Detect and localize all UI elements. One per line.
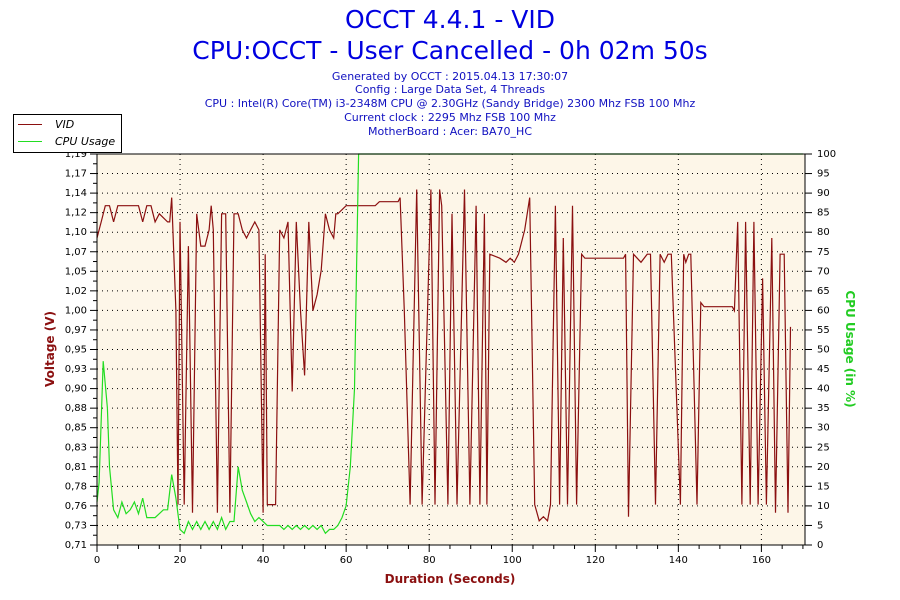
grid [97,154,805,545]
y-tick-label: 1,19 [65,149,87,160]
y2-tick-label: 0 [817,540,823,551]
y-tick-label: 0,85 [65,423,87,434]
x-tick-label: 100 [503,555,522,566]
legend: VID CPU Usage [13,114,122,153]
y2-tick-label: 10 [817,501,830,512]
y2-tick-label: 30 [817,423,830,434]
y-tick-label: 0,78 [65,481,87,492]
x-tick-label: 160 [752,555,771,566]
x-tick-label: 120 [586,555,605,566]
legend-label-vid: VID [55,117,75,131]
y-tick-label: 0,95 [65,345,87,356]
y-tick-label: 1,12 [65,208,87,219]
plot-area [97,154,805,545]
x-tick-label: 80 [423,555,436,566]
clock-info: Current clock : 2295 Mhz FSB 100 Mhz [344,111,556,124]
y2-tick-label: 60 [817,305,830,316]
x-tick-label: 20 [174,555,187,566]
y2-tick-label: 20 [817,462,830,473]
series-cpu-usage-line [96,153,803,535]
y2-axis-label: CPU Usage (in %) [843,290,857,407]
y-tick-label: 0,73 [65,520,87,531]
y2-tick-label: 35 [817,403,830,414]
y-tick-label: 1,05 [65,266,87,277]
y2-tick-label: 70 [817,266,830,277]
config-info: Config : Large Data Set, 4 Threads [355,83,545,96]
y-tick-label: 0,88 [65,403,87,414]
y-tick-label: 1,17 [65,169,87,180]
y-tick-label: 0,97 [65,325,87,336]
generated-info: Generated by OCCT : 2015.04.13 17:30:07 [331,70,569,83]
y2-tick-label: 25 [817,442,830,453]
cpu-info: CPU : Intel(R) Core(TM) i3-2348M CPU @ 2… [204,97,696,110]
y2-tick-label: 75 [817,247,830,258]
y2-tick-label: 15 [817,481,830,492]
y-tick-label: 0,90 [65,384,87,395]
y-axis-label: Voltage (V) [43,311,57,387]
legend-label-cpu-usage: CPU Usage [55,134,116,148]
y2-tick-label: 65 [817,286,830,297]
y-tick-label: 1,14 [65,188,87,199]
x-tick-label: 140 [669,555,688,566]
y-tick-label: 1,00 [65,305,87,316]
legend-swatch-cpu-usage [18,140,42,142]
y2-tick-label: 55 [817,325,830,336]
x-tick-label: 60 [340,555,353,566]
y-tick-label: 1,07 [65,247,87,258]
y2-tick-label: 100 [817,149,836,160]
y2-tick-label: 40 [817,384,830,395]
x-tick-label: 40 [257,555,270,566]
y2-tick-label: 80 [817,227,830,238]
legend-item-vid: VID [18,117,74,131]
y2-tick-label: 90 [817,188,830,199]
y-tick-label: 0,71 [65,540,87,551]
y2-tick-label: 5 [817,520,823,531]
x-axis-label: Duration (Seconds) [385,572,516,586]
chart-title: OCCT 4.4.1 - VID [344,5,556,34]
y2-tick-label: 50 [817,345,830,356]
legend-item-cpu-usage: CPU Usage [18,134,115,148]
y2-tick-label: 45 [817,364,830,375]
x-tick-label: 0 [94,555,100,566]
chart-subtitle: CPU:OCCT - User Cancelled - 0h 02m 50s [192,36,708,65]
y-tick-label: 1,02 [65,286,87,297]
y2-tick-label: 95 [817,169,830,180]
legend-swatch-vid [18,123,42,125]
motherboard-info: MotherBoard : Acer: BA70_HC [367,125,533,138]
y-tick-label: 0,81 [65,462,87,473]
y-tick-label: 0,93 [65,364,87,375]
y-tick-label: 0,76 [65,501,87,512]
y-tick-label: 0,83 [65,442,87,453]
series-vid-line [96,189,792,523]
y2-tick-label: 85 [817,208,830,219]
y-tick-label: 1,10 [65,227,87,238]
